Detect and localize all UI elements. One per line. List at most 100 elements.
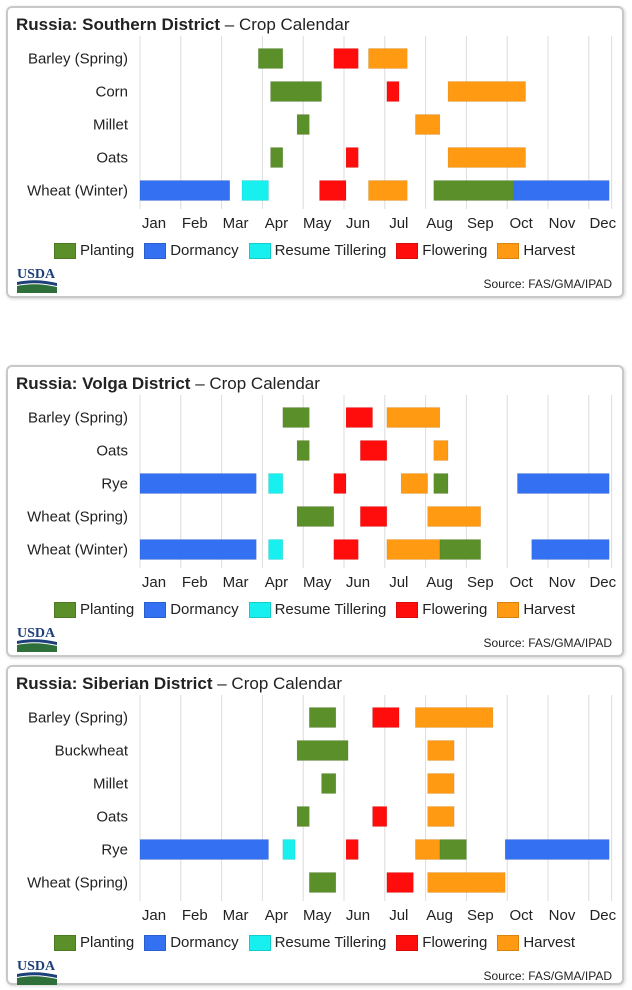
legend-item: Resume Tillering (248, 601, 387, 618)
month-tick-label: Mar (223, 907, 249, 924)
legend-label: Dormancy (170, 934, 239, 951)
stage-bar-planting (296, 806, 310, 827)
legend-item: Resume Tillering (248, 934, 386, 951)
source-note: Source: FAS/GMA/IPAD (483, 636, 612, 650)
stage-bar-flowering (372, 806, 388, 827)
crop-label: Millet (93, 776, 129, 793)
stage-bar-resume-tillering (282, 839, 296, 860)
legend-swatch (396, 601, 419, 618)
stage-bar-dormancy (139, 539, 257, 560)
stage-bar-harvest (447, 147, 526, 168)
usda-logo: USDA (17, 267, 57, 293)
stage-bar-planting (321, 773, 337, 794)
legend-swatch (497, 934, 520, 951)
stage-bar-harvest (427, 872, 506, 893)
legend-label: Planting (80, 601, 135, 618)
month-tick-label: May (303, 215, 332, 232)
legend-item: Resume Tillering (248, 242, 387, 259)
stage-bar-planting (433, 473, 449, 494)
stage-bar-harvest (386, 407, 441, 428)
legend-item: Flowering (396, 601, 487, 618)
legend-swatch (248, 934, 271, 951)
stage-bar-planting (439, 839, 467, 860)
month-tick-label: Apr (265, 907, 288, 924)
month-tick-label: Jun (346, 907, 370, 924)
crop-calendar-chart: Barley (Spring) Buckwheat Millet Oats Rye Whe… (27, 695, 617, 924)
legend-item: Flowering (396, 242, 487, 259)
stage-bar-flowering (386, 81, 400, 102)
usda-logo-field (17, 976, 57, 985)
legend-swatch (54, 934, 76, 951)
chart-title: Russia: Southern District – Crop Calenda… (16, 15, 350, 34)
legend-swatch (144, 934, 167, 951)
crop-label: Oats (96, 443, 128, 460)
usda-logo: USDA (17, 626, 57, 652)
legend-item: Dormancy (144, 934, 239, 951)
stage-bar-planting (270, 147, 284, 168)
legend-label: Flowering (422, 242, 488, 259)
crop-label: Barley (Spring) (28, 710, 128, 727)
stage-bar-harvest (415, 114, 441, 135)
stage-bar-planting (296, 114, 310, 135)
stage-bar-planting (439, 539, 481, 560)
stage-bar-harvest (427, 740, 455, 761)
legend-label: Resume Tillering (274, 242, 387, 259)
usda-logo-field (17, 284, 57, 293)
stage-bar-planting (296, 740, 349, 761)
month-tick-label: Oct (510, 907, 534, 924)
legend: Planting Dormancy Resume Tillering Flowerin… (54, 934, 585, 951)
crop-label: Barley (Spring) (28, 410, 128, 427)
month-tick-label: Oct (510, 574, 534, 591)
month-tick-label: Aug (426, 574, 453, 591)
southern-district-panel: Russia: Southern District – Crop Calenda… (6, 6, 624, 298)
month-tick-label: Apr (265, 215, 288, 232)
legend-label: Harvest (523, 242, 576, 259)
stage-bar-flowering (333, 473, 347, 494)
month-tick-label: Jun (346, 574, 370, 591)
usda-logo: USDA (17, 959, 57, 985)
legend-label: Planting (80, 242, 135, 259)
stage-bar-dormancy (513, 180, 610, 201)
crop-label: Wheat (Winter) (27, 542, 128, 559)
stage-bar-harvest (427, 773, 455, 794)
month-tick-label: Jul (389, 907, 408, 924)
stage-bar-flowering (360, 506, 388, 527)
crop-label: Corn (95, 84, 128, 101)
month-tick-label: Sep (467, 574, 494, 591)
month-tick-label: Dec (589, 574, 616, 591)
legend-swatch (396, 242, 419, 259)
month-tick-label: Sep (467, 907, 494, 924)
stage-bar-harvest (415, 839, 441, 860)
legend-item: Flowering (396, 934, 487, 951)
stage-bar-dormancy (517, 473, 610, 494)
legend-swatch (248, 242, 271, 259)
legend-label: Flowering (422, 934, 488, 951)
crop-label: Barley (Spring) (28, 51, 128, 68)
month-tick-label: Jul (389, 215, 408, 232)
legend-label: Dormancy (170, 601, 239, 618)
stage-bar-planting (296, 506, 335, 527)
legend-swatch (396, 934, 419, 951)
stage-bar-dormancy (139, 473, 257, 494)
crop-calendar-chart: Barley (Spring) Corn Millet Oats Wheat (Wint… (27, 36, 617, 232)
legend-label: Planting (80, 934, 135, 951)
month-tick-label: Jun (346, 215, 370, 232)
legend-item: Planting (54, 934, 134, 951)
month-tick-label: Feb (182, 215, 208, 232)
stage-bar-flowering (333, 48, 359, 69)
stage-bar-harvest (427, 506, 481, 527)
stage-bar-flowering (345, 147, 359, 168)
legend-swatch (248, 601, 271, 618)
stage-bar-harvest (415, 707, 494, 728)
legend-label: Harvest (523, 601, 576, 618)
crop-label: Oats (96, 809, 128, 826)
source-note: Source: FAS/GMA/IPAD (483, 277, 612, 291)
stage-bar-planting (309, 872, 337, 893)
month-tick-label: Aug (426, 215, 453, 232)
crop-calendar-chart: Barley (Spring) Oats Rye Wheat (Spring) Whea… (27, 395, 617, 591)
stage-bar-flowering (372, 707, 400, 728)
stage-bar-resume-tillering (268, 539, 284, 560)
legend-label: Dormancy (170, 242, 239, 259)
legend-label: Resume Tillering (274, 601, 387, 618)
month-tick-label: Oct (510, 215, 534, 232)
